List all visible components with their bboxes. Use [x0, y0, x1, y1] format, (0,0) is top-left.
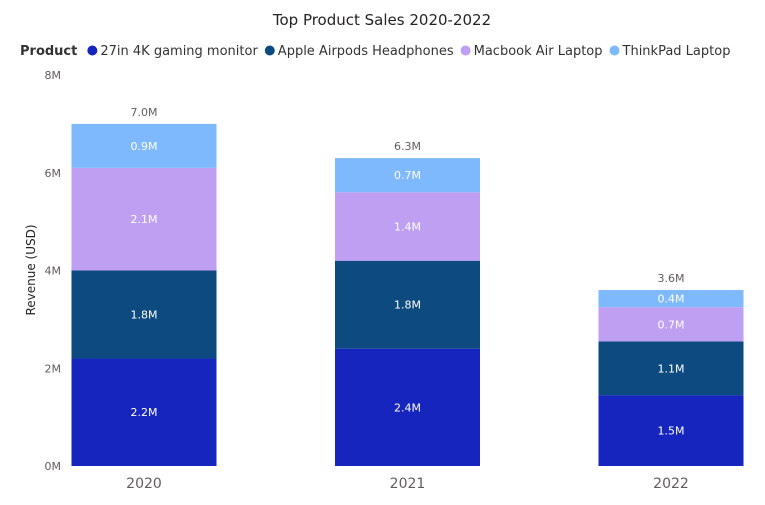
bar-segment[interactable] — [335, 192, 480, 261]
data-label: 2.4M — [394, 401, 421, 414]
legend-title: Product — [20, 44, 77, 59]
bar-segment[interactable] — [335, 158, 480, 193]
legend-item[interactable]: Macbook Air Laptop — [474, 44, 603, 59]
x-tick-label: 2021 — [390, 476, 426, 492]
total-label: 6.3M — [394, 140, 421, 153]
legend-item[interactable]: Apple Airpods Headphones — [278, 44, 454, 59]
data-label: 0.4M — [658, 293, 685, 306]
legend: Product 27in 4K gaming monitor Apple Airp… — [20, 44, 730, 59]
data-label: 2.1M — [131, 213, 158, 226]
y-tick-label: 6M — [45, 167, 62, 180]
bar-segment[interactable] — [335, 260, 480, 349]
data-label: 1.4M — [394, 221, 421, 234]
legend-item[interactable]: 27in 4K gaming monitor — [100, 44, 258, 59]
bar-segment[interactable] — [598, 395, 744, 466]
x-axis: 2020 2021 2022 — [126, 476, 689, 492]
total-label: 3.6M — [658, 272, 685, 285]
y-axis-label: Revenue (USD) — [24, 224, 38, 315]
legend-marker — [460, 45, 471, 56]
y-tick-label: 4M — [45, 265, 62, 278]
legend-item[interactable]: ThinkPad Laptop — [622, 44, 731, 59]
bar-segment[interactable] — [71, 167, 217, 271]
x-tick-label: 2020 — [126, 476, 162, 492]
data-label: 2.2M — [131, 406, 158, 419]
y-tick-label: 0M — [45, 460, 62, 473]
bars: 2.2M 1.8M 2.1M 0.9M 7.0M 2.4M 1.8M 1.4M 0.7M 6.3M… — [71, 106, 744, 466]
legend-marker — [609, 45, 620, 56]
data-label: 1.8M — [394, 299, 421, 312]
bar-segment[interactable] — [335, 348, 480, 466]
chart-title: Top Product Sales 2020-2022 — [272, 11, 491, 29]
data-label: 0.7M — [394, 169, 421, 182]
y-tick-label: 2M — [45, 362, 62, 375]
y-tick-label: 8M — [45, 69, 62, 82]
bar-segment[interactable] — [598, 341, 744, 396]
data-label: 0.7M — [658, 318, 685, 331]
bar-segment[interactable] — [71, 123, 217, 168]
legend-marker — [87, 45, 98, 56]
data-label: 1.5M — [658, 425, 685, 438]
data-label: 1.8M — [131, 308, 158, 321]
data-label: 1.1M — [658, 362, 685, 375]
y-axis: 0M 2M 4M 6M 8M — [45, 69, 62, 473]
bar-segment[interactable] — [598, 290, 744, 308]
data-label: 0.9M — [131, 140, 158, 153]
legend-marker — [264, 45, 275, 56]
bar-segment[interactable] — [71, 358, 217, 466]
x-tick-label: 2022 — [653, 476, 689, 492]
bar-segment[interactable] — [71, 270, 217, 359]
total-label: 7.0M — [131, 106, 158, 119]
bar-segment[interactable] — [598, 307, 744, 342]
